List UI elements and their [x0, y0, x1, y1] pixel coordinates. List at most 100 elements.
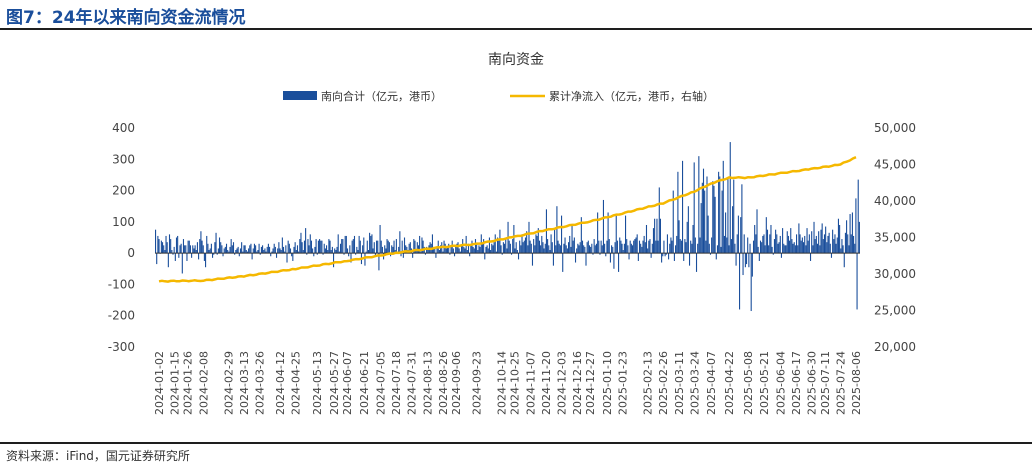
bar — [697, 243, 699, 254]
bar — [843, 253, 845, 268]
bar — [699, 237, 701, 254]
bar — [255, 245, 257, 254]
bar — [442, 251, 444, 254]
bar — [691, 243, 693, 254]
bar — [295, 250, 297, 254]
bar — [715, 253, 717, 260]
bar — [797, 245, 799, 254]
bar — [305, 228, 307, 254]
bar — [728, 245, 730, 254]
bar — [818, 231, 820, 254]
bar — [543, 248, 545, 254]
bar — [828, 232, 830, 254]
bar — [416, 242, 418, 254]
bar — [372, 248, 374, 254]
bar — [184, 245, 186, 254]
bar — [572, 240, 574, 254]
bar — [551, 242, 553, 254]
bar — [174, 253, 176, 261]
bar — [636, 234, 638, 254]
bar — [408, 243, 410, 254]
bar — [835, 243, 837, 254]
x-tick-label: 2024-10-14 — [496, 351, 509, 415]
bar — [271, 251, 273, 254]
bar — [798, 223, 800, 254]
chart-title: 南向资金 — [488, 52, 544, 68]
bar — [277, 248, 279, 254]
bar — [346, 248, 349, 254]
bar — [170, 239, 172, 254]
bar — [736, 234, 738, 254]
bar — [740, 217, 742, 254]
bar — [376, 240, 378, 254]
bar — [739, 253, 741, 310]
bar — [680, 240, 682, 254]
bar — [761, 242, 763, 254]
bar — [750, 253, 752, 312]
x-tick-label: 2025-01-10 — [601, 351, 614, 415]
bar — [534, 245, 536, 254]
bar — [266, 246, 268, 254]
bar — [815, 235, 817, 254]
x-tick-label: 2024-02-29 — [223, 351, 236, 415]
bar — [301, 242, 303, 254]
bar — [486, 245, 488, 254]
x-tick-label: 2024-05-13 — [311, 351, 324, 415]
bar — [481, 243, 484, 254]
bar — [531, 253, 534, 266]
bar — [794, 245, 796, 254]
bar — [665, 253, 667, 255]
x-tick-label: 2025-04-22 — [723, 351, 736, 415]
bar — [312, 248, 314, 254]
bar — [712, 181, 714, 254]
bar — [310, 240, 312, 254]
bar — [701, 182, 703, 254]
bar — [419, 235, 421, 254]
bar — [289, 248, 292, 254]
x-tick-label: 2025-06-04 — [775, 351, 788, 415]
bar — [434, 248, 436, 254]
bar — [516, 250, 518, 254]
bar — [579, 242, 581, 254]
bar — [402, 253, 404, 258]
bar — [223, 248, 225, 254]
bar — [527, 245, 529, 254]
bar — [394, 250, 396, 254]
bar — [286, 253, 288, 263]
bar — [285, 245, 287, 254]
bar — [811, 231, 813, 254]
bar — [585, 253, 587, 266]
bar — [453, 253, 456, 257]
bar — [809, 253, 812, 261]
bar — [586, 242, 588, 254]
bar — [249, 245, 251, 254]
bar — [167, 253, 169, 268]
bar — [685, 242, 687, 254]
bar — [177, 235, 179, 254]
bar — [337, 234, 339, 254]
bar — [208, 250, 210, 254]
x-tick-label: 2024-07-31 — [406, 351, 419, 415]
bar — [748, 253, 750, 268]
bar — [470, 245, 472, 254]
bar — [165, 235, 167, 254]
bar — [789, 240, 791, 254]
bar — [296, 245, 299, 254]
bar — [158, 239, 160, 254]
bar — [291, 253, 293, 257]
x-tick-label: 2024-10-25 — [509, 351, 522, 415]
bar — [253, 243, 255, 254]
y-left-tick-label: -200 — [108, 309, 135, 323]
bar — [328, 239, 330, 254]
bar — [421, 237, 423, 254]
y-right-tick-label: 20,000 — [874, 340, 916, 354]
bar — [791, 239, 793, 254]
y-right-tick-label: 45,000 — [874, 158, 916, 172]
bar — [299, 239, 301, 254]
bar — [500, 245, 502, 254]
bar — [338, 251, 340, 254]
bar — [456, 243, 458, 254]
bar — [243, 245, 245, 254]
bar — [592, 253, 594, 255]
bar — [651, 243, 653, 254]
